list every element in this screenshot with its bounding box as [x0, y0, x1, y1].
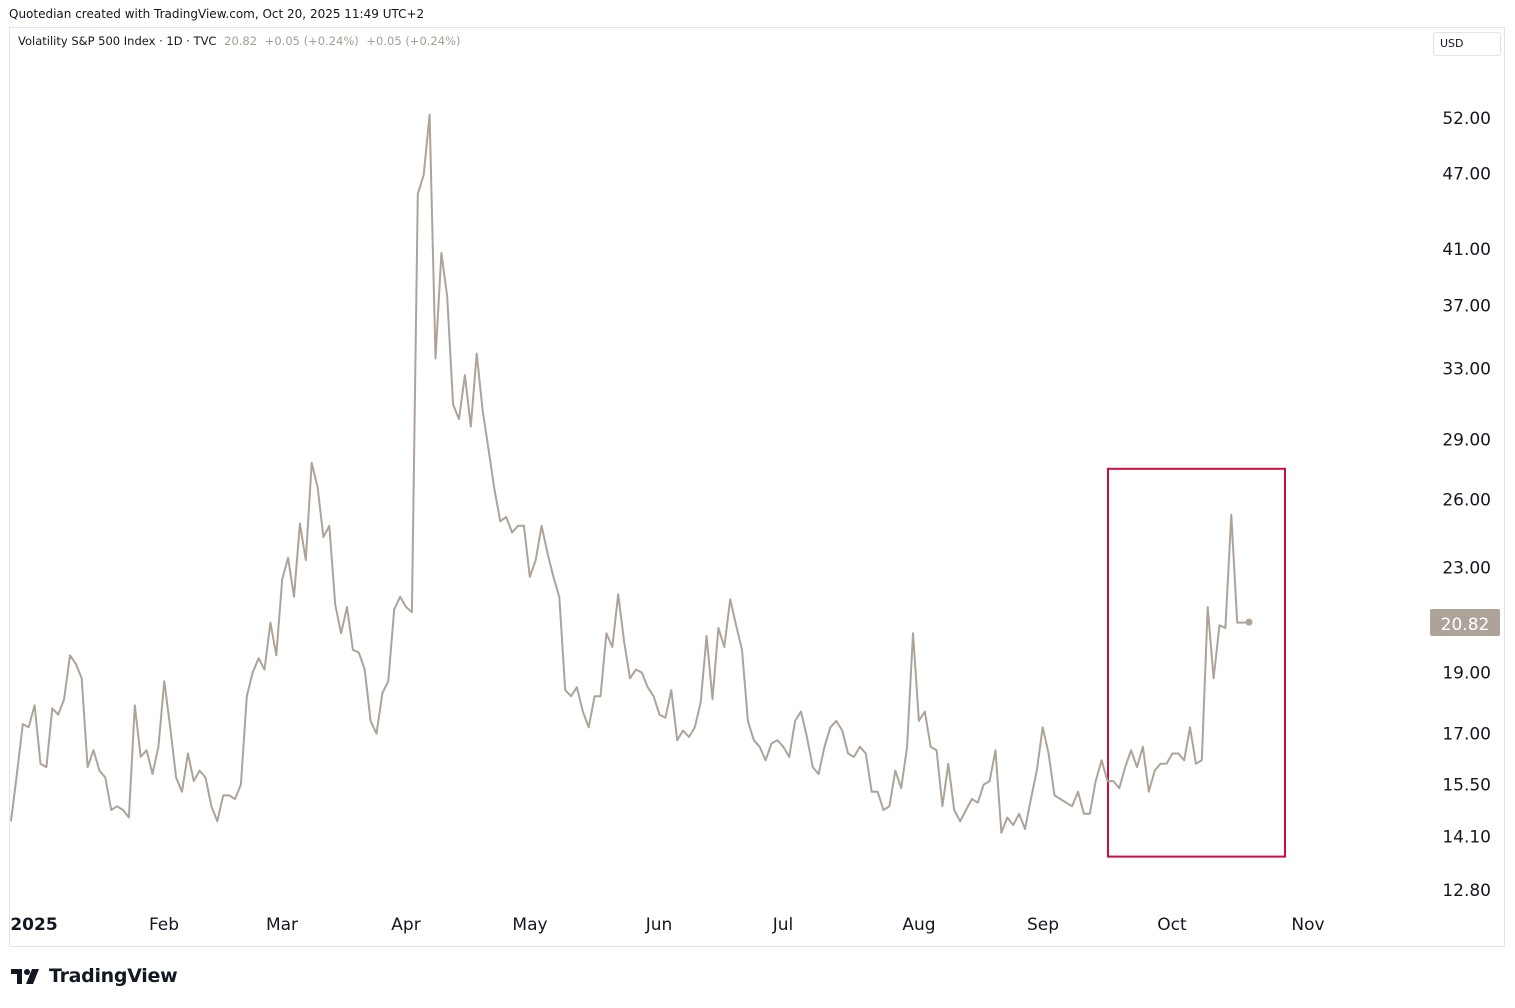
y-tick-label: 17.00	[1442, 725, 1491, 745]
x-tick-label: Apr	[391, 915, 420, 935]
legend-change-2: +0.05 (+0.24%)	[366, 34, 461, 48]
y-tick-label: 52.00	[1442, 109, 1491, 129]
last-price-badge: 20.82	[1430, 609, 1500, 636]
x-tick-label: Oct	[1157, 915, 1187, 935]
y-tick-label: 15.50	[1442, 776, 1491, 796]
y-tick-label: 14.10	[1442, 828, 1491, 848]
x-axis: 2025 Feb Mar Apr May Jun Jul Aug Sep Oct Nov	[10, 915, 1324, 935]
symbol-name[interactable]: Volatility S&P 500 Index · 1D · TVC	[18, 34, 217, 48]
tradingview-logo-icon	[11, 969, 39, 984]
currency-button[interactable]: USD	[1433, 32, 1501, 56]
y-tick-label: 41.00	[1442, 240, 1491, 260]
x-tick-label: Mar	[266, 915, 298, 935]
y-tick-label: 37.00	[1442, 296, 1491, 316]
y-tick-label: 33.00	[1442, 359, 1491, 379]
x-tick-label: May	[512, 915, 547, 935]
highlight-rectangle[interactable]	[1107, 467, 1286, 858]
y-tick-label: 12.80	[1442, 881, 1491, 901]
y-tick-label: 26.00	[1442, 491, 1491, 511]
symbol-legend[interactable]: Volatility S&P 500 Index · 1D · TVC 20.8…	[18, 34, 464, 48]
chart-frame	[9, 27, 1505, 947]
attribution-text: Quotedian created with TradingView.com, …	[9, 7, 425, 21]
last-price-label: 20.82	[1441, 615, 1490, 635]
x-tick-label: Nov	[1291, 915, 1324, 935]
legend-price: 20.82	[224, 34, 258, 48]
y-tick-label: 29.00	[1442, 431, 1491, 451]
y-tick-label: 47.00	[1442, 165, 1491, 185]
tradingview-logo-text: TradingView	[49, 965, 178, 987]
legend-change-1: +0.05 (+0.24%)	[264, 34, 359, 48]
x-tick-label: Feb	[149, 915, 179, 935]
x-tick-label: 2025	[10, 915, 57, 935]
legend-values: 20.82 +0.05 (+0.24%) +0.05 (+0.24%)	[224, 34, 464, 48]
tradingview-logo[interactable]: TradingView	[11, 965, 178, 987]
y-axis: 52.00 47.00 41.00 37.00 33.00 29.00 26.00 23.00…	[1442, 109, 1491, 901]
x-tick-label: Aug	[902, 915, 935, 935]
vix-price-line	[10, 113, 1250, 834]
y-tick-label: 23.00	[1442, 558, 1491, 578]
x-tick-label: Sep	[1027, 915, 1059, 935]
x-tick-label: Jun	[645, 915, 673, 935]
last-price-dot	[1245, 618, 1253, 626]
y-tick-label: 19.00	[1442, 663, 1491, 683]
x-tick-label: Jul	[772, 915, 794, 935]
